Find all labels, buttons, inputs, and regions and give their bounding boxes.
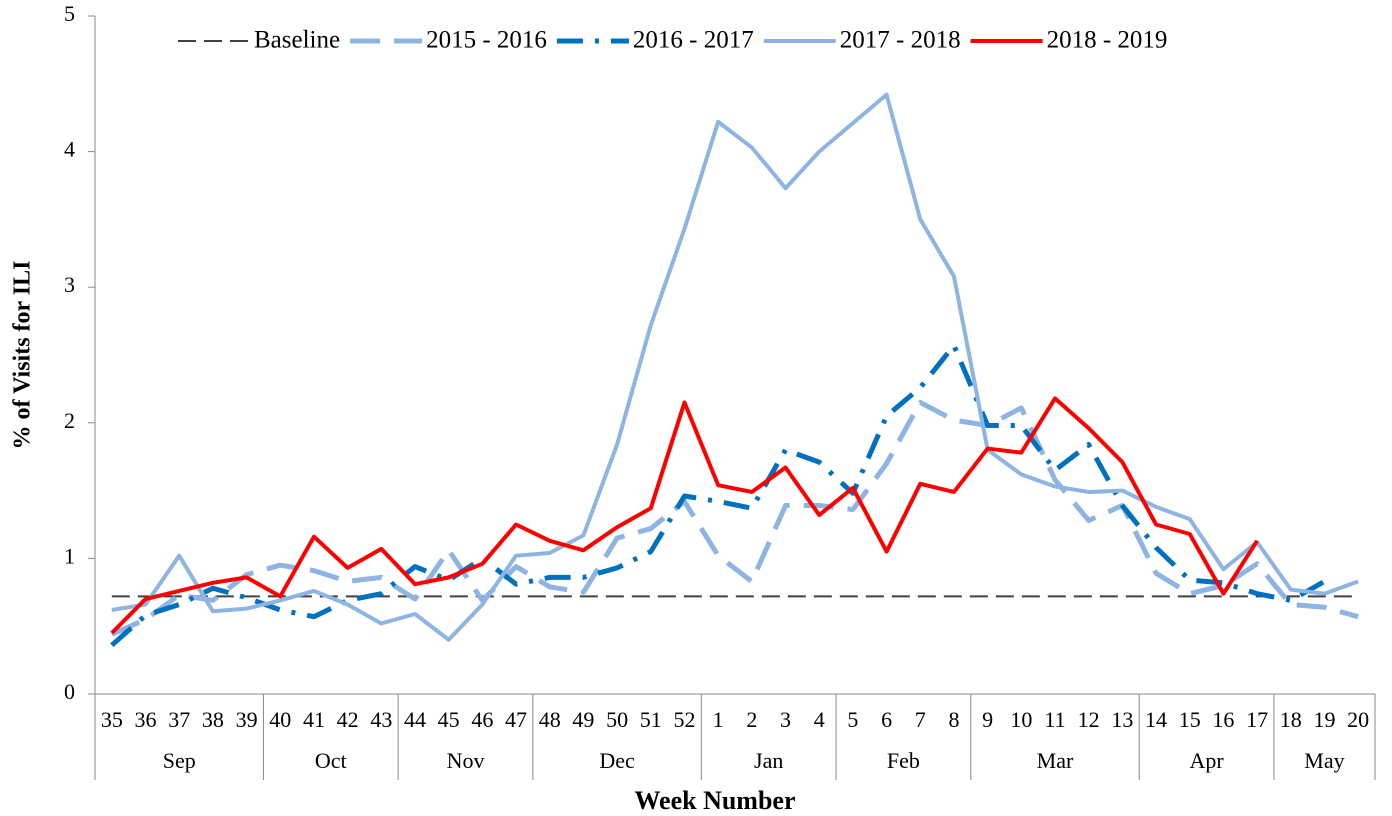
x-tick-label: 51 [640,707,662,732]
legend-label: 2015 - 2016 [426,27,547,54]
group-label: Feb [887,748,920,773]
line-series [110,396,1259,635]
line-series [111,92,1359,642]
y-tick-label: 5 [64,1,75,26]
y-tick-label: 4 [64,137,75,162]
group-label: Mar [1037,748,1074,773]
x-tick-label: 42 [337,707,359,732]
group-label: May [1304,748,1344,773]
x-tick-label: 13 [1111,707,1133,732]
group-label: Dec [599,748,635,773]
x-tick-label: 11 [1044,707,1065,732]
x-tick-label: 4 [814,707,825,732]
x-tick-label: 8 [948,707,959,732]
x-tick-label: 41 [303,707,325,732]
x-tick-label: 36 [135,707,157,732]
x-tick-label: 9 [982,707,993,732]
x-tick-label: 16 [1212,707,1234,732]
y-tick-label: 0 [64,679,75,704]
x-tick-label: 12 [1078,707,1100,732]
x-tick-label: 5 [847,707,858,732]
line-series [110,343,1326,648]
x-tick-label: 1 [713,707,724,732]
group-label: Sep [163,748,196,773]
x-axis-title: Week Number [634,786,795,815]
group-label: Apr [1189,748,1224,773]
x-tick-label: 6 [881,707,892,732]
legend-label: 2017 - 2018 [840,27,961,54]
x-tick-label: 20 [1347,707,1369,732]
x-tick-label: 2 [746,707,757,732]
x-tick-label: 44 [404,707,426,732]
x-tick-label: 18 [1280,707,1302,732]
x-tick-label: 47 [505,707,527,732]
x-tick-label: 45 [438,707,460,732]
x-tick-label: 48 [539,707,561,732]
y-tick-label: 2 [64,408,75,433]
y-tick-label: 1 [64,543,75,568]
group-label: Nov [447,748,485,773]
x-tick-label: 39 [236,707,258,732]
legend-label: Baseline [254,27,340,54]
x-tick-label: 40 [269,707,291,732]
legend-label: 2018 - 2019 [1047,27,1168,54]
x-tick-label: 49 [572,707,594,732]
x-tick-label: 37 [168,707,190,732]
x-tick-label: 38 [202,707,224,732]
legend-label: 2016 - 2017 [633,27,754,54]
x-tick-label: 52 [673,707,695,732]
group-label: Oct [315,748,347,773]
x-tick-label: 3 [780,707,791,732]
x-tick-label: 43 [370,707,392,732]
x-tick-label: 35 [101,707,123,732]
x-tick-label: 15 [1179,707,1201,732]
x-tick-label: 10 [1010,707,1032,732]
line-series [110,399,1359,637]
x-tick-label: 7 [915,707,926,732]
x-tick-label: 17 [1246,707,1268,732]
x-tick-label: 14 [1145,707,1167,732]
y-tick-label: 3 [64,272,75,297]
y-axis-title: % of Visits for ILI [10,261,36,450]
x-tick-label: 19 [1313,707,1335,732]
x-tick-label: 50 [606,707,628,732]
group-label: Jan [754,748,783,773]
x-tick-label: 46 [471,707,493,732]
